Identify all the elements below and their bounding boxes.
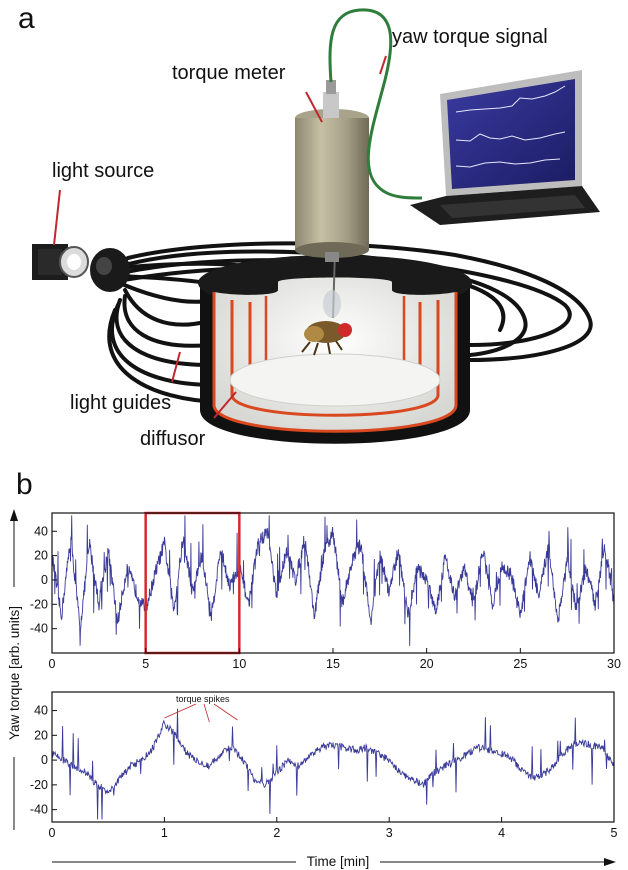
y-tick-label: -40 bbox=[30, 622, 48, 636]
chart-overview: 0 5 10 15 20 25 30 40 20 0 -20 -40 bbox=[30, 511, 621, 671]
series-line bbox=[51, 515, 615, 646]
y-tick-label: 0 bbox=[41, 753, 48, 767]
x-axis-title-bg bbox=[296, 852, 380, 870]
panel-label-b: b bbox=[16, 468, 33, 501]
light-source-label: light source bbox=[52, 160, 155, 182]
diffusor-label: diffusor bbox=[140, 428, 206, 450]
torque-meter-label: torque meter bbox=[172, 62, 286, 84]
x-tick-label: 30 bbox=[607, 657, 621, 671]
x-tick-label: 0 bbox=[49, 657, 56, 671]
x-axis-title: Time [min] bbox=[307, 854, 370, 869]
laptop bbox=[410, 70, 600, 225]
light-source-lamp bbox=[32, 244, 130, 292]
torque-meter bbox=[295, 80, 369, 262]
x-tick-label: 2 bbox=[273, 826, 280, 840]
y-tick-label: 0 bbox=[41, 573, 48, 587]
series-line bbox=[51, 708, 615, 820]
y-axis-arrow-head bbox=[10, 509, 18, 521]
plot-frame bbox=[51, 691, 615, 823]
y-axis-title-bg bbox=[5, 587, 23, 757]
x-tick-label: 4 bbox=[498, 826, 505, 840]
y-tick-label: 20 bbox=[34, 728, 48, 742]
chart-zoom: 0 1 2 3 4 5 40 20 0 -20 -40 torque spikes Time [min] bbox=[30, 691, 618, 870]
y-tick-label: 40 bbox=[34, 524, 48, 538]
y-tick-label: -20 bbox=[30, 597, 48, 611]
x-tick-label: 20 bbox=[420, 657, 434, 671]
y-tick-label: 20 bbox=[34, 549, 48, 563]
x-tick-label: 1 bbox=[161, 826, 168, 840]
x-tick-label: 3 bbox=[386, 826, 393, 840]
torque-spikes-annotation: torque spikes bbox=[176, 694, 230, 704]
y-tick-label: -20 bbox=[30, 778, 48, 792]
highlight-window bbox=[144, 511, 241, 655]
x-tick-label: 15 bbox=[326, 657, 340, 671]
x-tick-label: 0 bbox=[49, 826, 56, 840]
setup-illustration bbox=[32, 8, 600, 444]
x-tick-label: 25 bbox=[513, 657, 527, 671]
signal-cable bbox=[328, 8, 423, 200]
panel-label-a: a bbox=[18, 2, 35, 35]
annotation-pointer bbox=[213, 703, 238, 721]
x-tick-label: 5 bbox=[142, 657, 149, 671]
annotation-pointer bbox=[203, 703, 210, 723]
x-tick-label: 10 bbox=[232, 657, 246, 671]
y-tick-label: 40 bbox=[34, 704, 48, 718]
yaw-torque-signal-label: yaw torque signal bbox=[392, 26, 548, 48]
x-tick-label: 5 bbox=[611, 826, 618, 840]
y-axis-title: Yaw torque [arb. units] bbox=[7, 606, 22, 740]
y-axis-title-overlay: Yaw torque [arb. units] bbox=[5, 509, 23, 830]
y-tick-label: -40 bbox=[30, 803, 48, 817]
callout-lines bbox=[53, 55, 387, 419]
x-axis-arrow-head bbox=[604, 858, 616, 866]
annotation-pointer bbox=[164, 703, 197, 719]
light-guides-label: light guides bbox=[70, 392, 172, 414]
